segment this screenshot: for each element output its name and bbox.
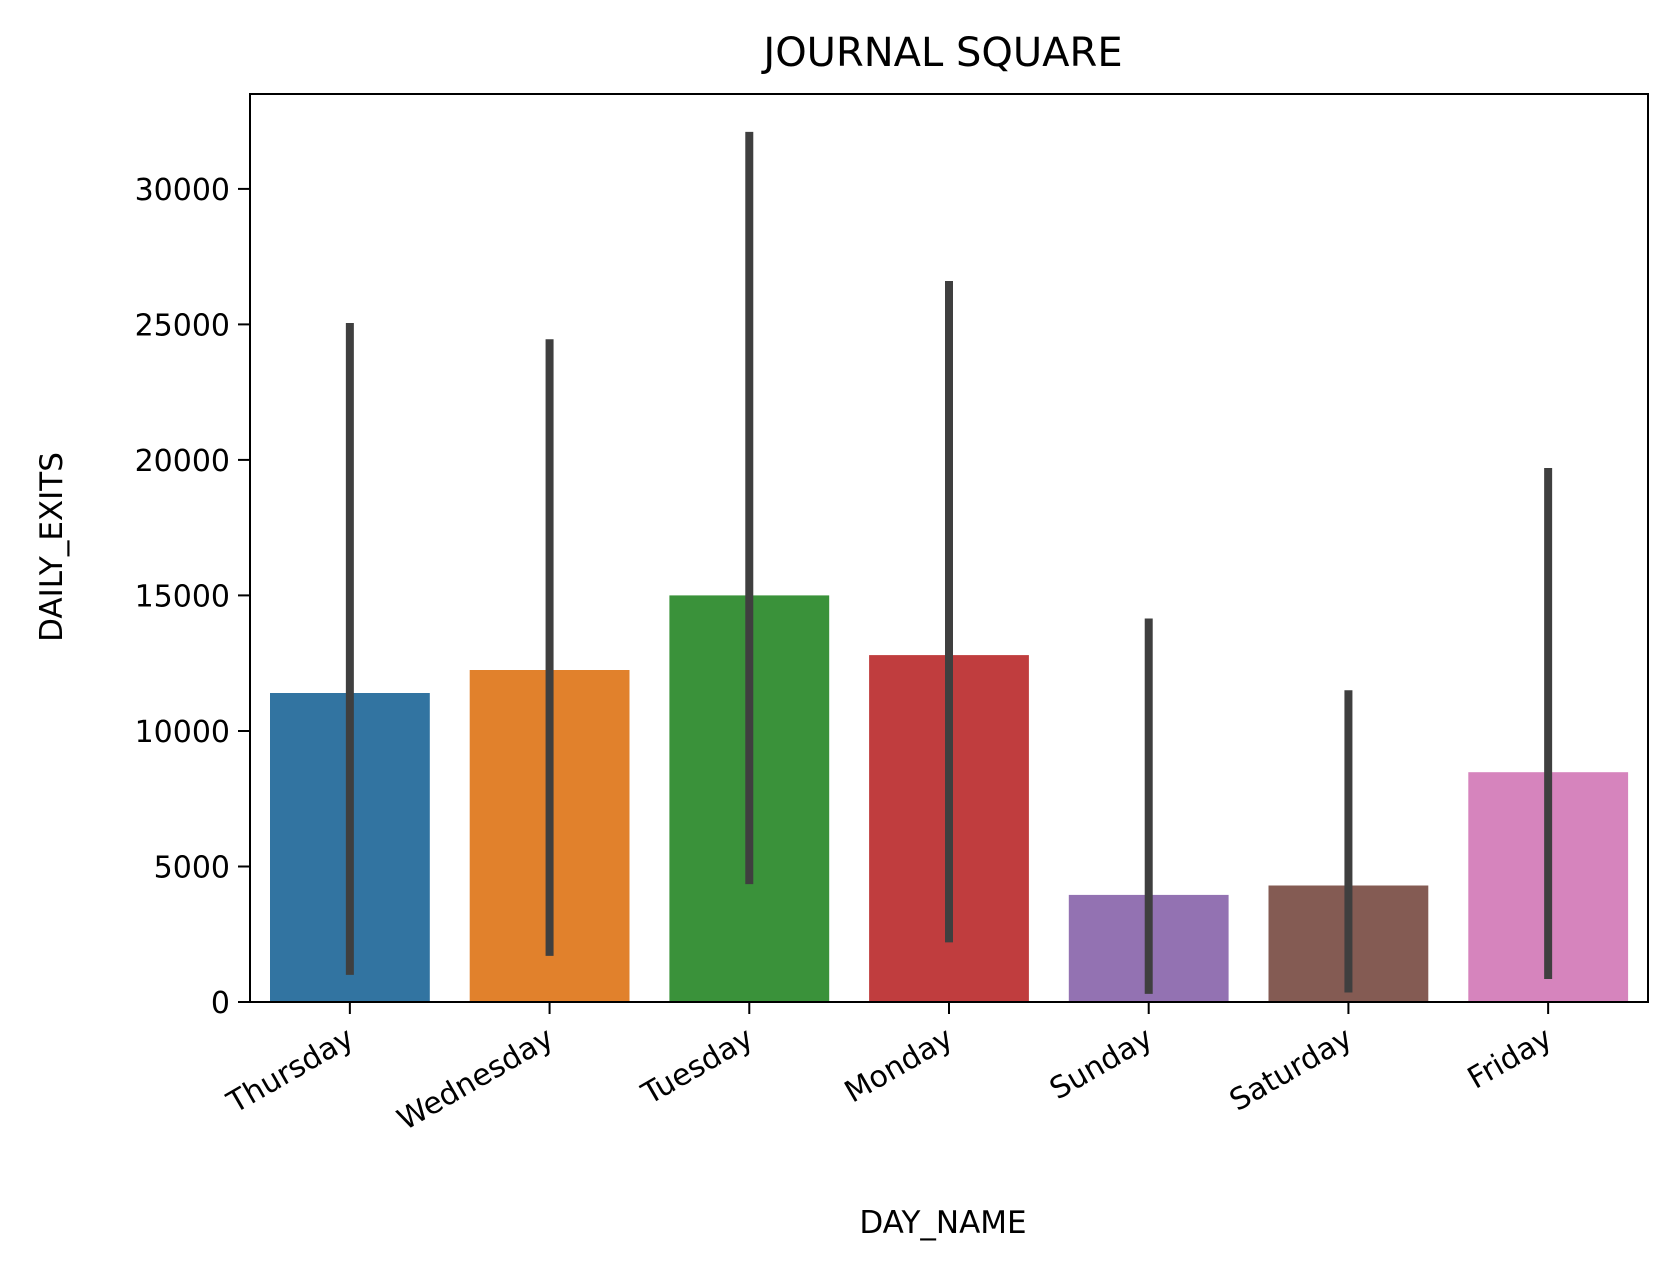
y-tick-label: 10000	[135, 715, 230, 750]
y-axis: 0 5000 10000 15000 20000 25000 30000	[135, 173, 250, 1021]
y-tick-label: 20000	[135, 444, 230, 479]
y-tick-label: 25000	[135, 308, 230, 343]
y-axis-label: DAILY_EXITS	[34, 452, 70, 642]
chart-title: JOURNAL SQUARE	[760, 30, 1122, 76]
y-tick-label: 15000	[135, 579, 230, 614]
error-bars-group	[345, 131, 1553, 994]
y-tick-label: 30000	[135, 173, 230, 208]
y-tick-label: 0	[211, 986, 230, 1021]
y-tick-label: 5000	[154, 851, 230, 886]
plot-frame	[249, 93, 1649, 1003]
x-axis-label: DAY_NAME	[859, 1205, 1026, 1241]
